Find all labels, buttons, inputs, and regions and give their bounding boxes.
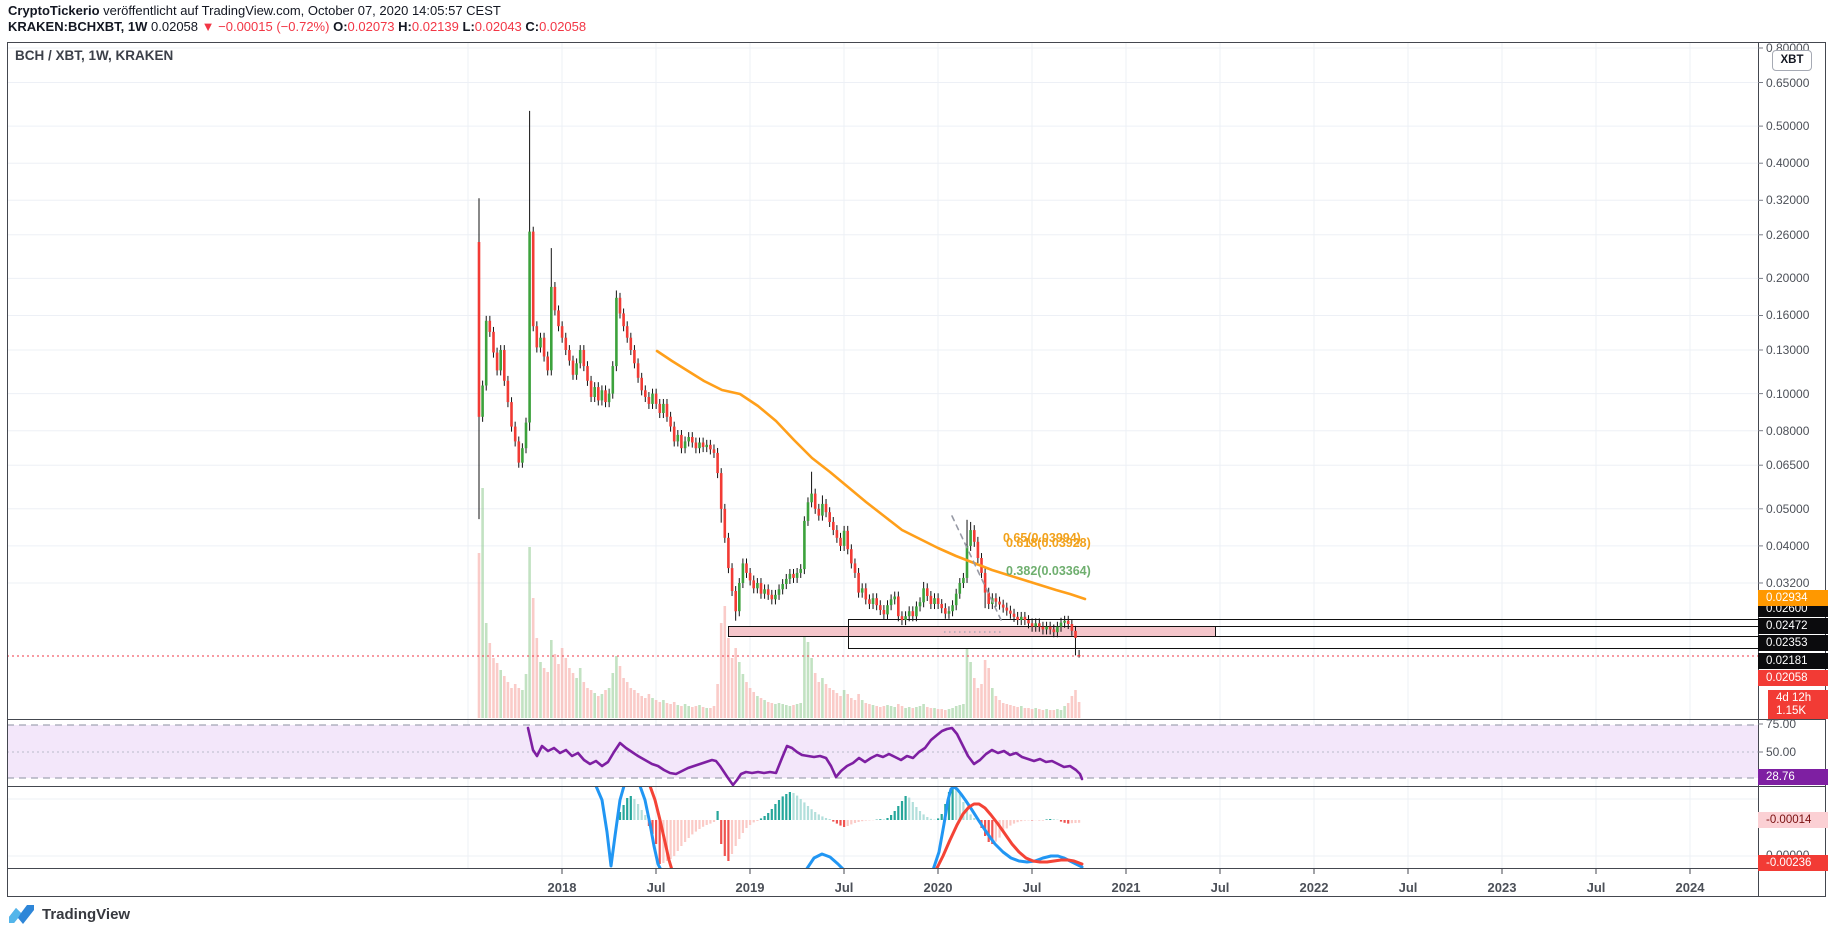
down-arrow-icon: ▼ xyxy=(201,19,215,34)
symbol-status-line: KRAKEN:BCHXBT, 1W 0.02058 ▼ −0.00015 (−0… xyxy=(8,19,586,34)
tradingview-logo-icon xyxy=(9,905,34,924)
low-label: L: xyxy=(462,19,475,34)
attribution-line: CryptoTickerio veröffentlicht auf Tradin… xyxy=(8,3,501,18)
tradingview-logo-text: TradingView xyxy=(42,905,131,923)
chart-legend[interactable]: BCH / XBT, 1W, KRAKEN xyxy=(15,48,174,63)
high-label: H: xyxy=(398,19,412,34)
high-value: 0.02139 xyxy=(411,19,459,34)
symbol-name: KRAKEN:BCHXBT, 1W xyxy=(8,19,148,34)
close-value: 0.02058 xyxy=(539,19,587,34)
currency-toggle-button[interactable]: XBT xyxy=(1772,50,1812,71)
attribution-text: veröffentlicht auf TradingView.com, Octo… xyxy=(99,3,501,18)
open-label: O: xyxy=(333,19,348,34)
price-change: −0.00015 (−0.72%) xyxy=(218,19,330,34)
last-price: 0.02058 xyxy=(151,19,199,34)
low-value: 0.02043 xyxy=(474,19,522,34)
tradingview-logo[interactable]: TradingView xyxy=(8,903,130,925)
author-name: CryptoTickerio xyxy=(8,3,100,18)
open-value: 0.02073 xyxy=(347,19,395,34)
close-label: C: xyxy=(525,19,540,34)
